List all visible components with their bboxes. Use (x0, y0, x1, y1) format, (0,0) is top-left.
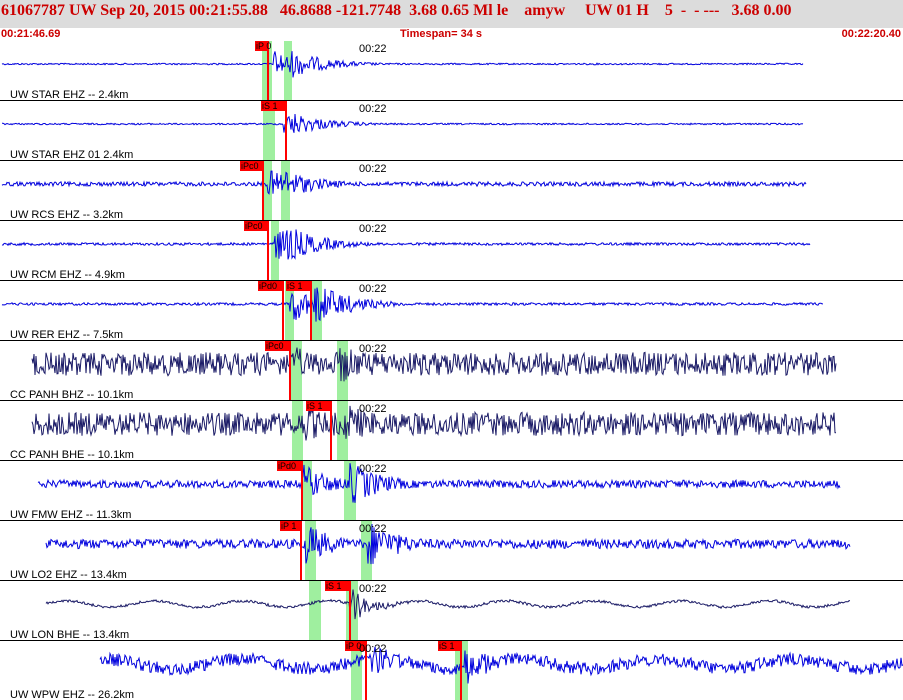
timespan-label: Timespan= 34 s (400, 28, 483, 40)
pick-flag[interactable] (280, 521, 302, 531)
seismogram-track[interactable]: iPc0 00:22 CC PANH BHZ -- 10.1km (0, 341, 903, 401)
pick-flag[interactable] (286, 281, 312, 291)
event-header: 61067787 UW Sep 20, 2015 00:21:55.88 46.… (0, 0, 903, 28)
phase-window (351, 641, 362, 700)
time-mark-label: 00:22 (359, 223, 387, 235)
time-mark-label: 00:22 (359, 643, 387, 655)
pick-label: iS 1 (262, 101, 278, 111)
station-channel-label: CC PANH BHE -- 10.1km (10, 449, 134, 461)
pick-flag[interactable] (255, 41, 269, 51)
pick-flag[interactable] (261, 101, 287, 111)
time-mark-label: 00:22 (359, 283, 387, 295)
waveform-trace (37, 463, 841, 503)
phase-window (344, 461, 356, 521)
pick-label: iS 1 (439, 641, 455, 651)
seismogram-track[interactable]: iPd0 00:22 UW FMW EHZ -- 11.3km (0, 461, 903, 521)
station-channel-label: UW RCS EHZ -- 3.2km (10, 209, 123, 221)
phase-window (291, 341, 302, 401)
waveform-trace (1, 229, 811, 260)
pick-flag[interactable] (240, 161, 264, 171)
waveform-trace (45, 589, 851, 620)
phase-window (361, 521, 372, 581)
time-mark-label: 00:22 (359, 403, 387, 415)
pick-flag[interactable] (244, 221, 269, 231)
pick-flag[interactable] (265, 341, 291, 351)
waveform-trace (1, 51, 804, 78)
station-channel-label: UW LON BHE -- 13.4km (10, 629, 129, 641)
time-mark-label: 00:22 (359, 103, 387, 115)
phase-window (284, 41, 292, 101)
seismogram-track[interactable]: iS 1 00:22 CC PANH BHE -- 10.1km (0, 401, 903, 461)
station-channel-label: UW RER EHZ -- 7.5km (10, 329, 123, 341)
waveform-trace (1, 287, 823, 322)
pick-label: iPc0 (241, 161, 259, 171)
time-mark-label: 00:22 (359, 43, 387, 55)
pick-label: iS 1 (287, 281, 303, 291)
time-mark-label: 00:22 (359, 523, 387, 535)
phase-window (301, 461, 312, 521)
waveform-trace (2, 113, 804, 133)
seismogram-track[interactable]: iP 0 iS 1 00:22 UW WPW EHZ -- 26.2km (0, 641, 903, 700)
waveform-trace (99, 646, 903, 684)
seismogram-track[interactable]: iS 1 00:22 UW LON BHE -- 13.4km (0, 581, 903, 641)
time-mark-label: 00:22 (359, 163, 387, 175)
seismogram-track[interactable]: iS 1 00:22 UW STAR EHZ 01 2.4km (0, 101, 903, 161)
waveform-trace (1, 170, 807, 195)
pick-flag[interactable] (325, 581, 351, 591)
station-channel-label: UW LO2 EHZ -- 13.4km (10, 569, 127, 581)
waveform-trace (45, 523, 851, 565)
start-time-label: 00:21:46.69 (1, 28, 61, 40)
seismogram-track[interactable]: iPc0 00:22 UW RCM EHZ -- 4.9km (0, 221, 903, 281)
seismogram-track[interactable]: iP 0 00:22 UW STAR EHZ -- 2.4km (0, 41, 903, 101)
pick-flag[interactable] (258, 281, 284, 291)
phase-window (281, 161, 290, 221)
pick-label: iPd0 (278, 461, 296, 471)
seismogram-track[interactable]: iPc0 00:22 UW RCS EHZ -- 3.2km (0, 161, 903, 221)
pick-label: iP 1 (281, 521, 296, 531)
seismogram-track[interactable]: iP 1 00:22 UW LO2 EHZ -- 13.4km (0, 521, 903, 581)
phase-window (337, 401, 348, 461)
event-summary-title: 61067787 UW Sep 20, 2015 00:21:55.88 46.… (1, 2, 792, 19)
pick-label: iP 0 (346, 641, 361, 651)
pick-label: iP 0 (256, 41, 271, 51)
phase-window (292, 401, 303, 461)
pick-flag[interactable] (345, 641, 367, 651)
time-range-bar: 00:21:46.69 Timespan= 34 s 00:22:20.40 (0, 28, 903, 41)
station-channel-label: UW STAR EHZ 01 2.4km (10, 149, 133, 161)
seismogram-track[interactable]: iPd0 iS 1 00:22 UW RER EHZ -- 7.5km (0, 281, 903, 341)
phase-window (312, 281, 322, 341)
pick-label: iPc0 (266, 341, 284, 351)
time-mark-label: 00:22 (359, 343, 387, 355)
phase-window (263, 101, 275, 161)
phase-window (309, 581, 321, 641)
station-channel-label: UW FMW EHZ -- 11.3km (10, 509, 131, 521)
pick-flag[interactable] (277, 461, 303, 471)
station-channel-label: CC PANH BHZ -- 10.1km (10, 389, 133, 401)
pick-flag[interactable] (438, 641, 462, 651)
end-time-label: 00:22:20.40 (841, 28, 901, 40)
pick-flag[interactable] (306, 401, 332, 411)
time-mark-label: 00:22 (359, 463, 387, 475)
phase-window (305, 521, 316, 581)
pick-label: iS 1 (307, 401, 323, 411)
waveform-trace (31, 347, 837, 382)
pick-label: iS 1 (326, 581, 342, 591)
pick-label: iPc0 (245, 221, 263, 231)
pick-label: iPd0 (259, 281, 277, 291)
phase-window (271, 221, 279, 281)
waveform-trace (31, 405, 837, 441)
time-mark-label: 00:22 (359, 583, 387, 595)
station-channel-label: UW STAR EHZ -- 2.4km (10, 89, 128, 101)
station-channel-label: UW WPW EHZ -- 26.2km (10, 689, 134, 700)
station-channel-label: UW RCM EHZ -- 4.9km (10, 269, 125, 281)
phase-window (337, 341, 348, 401)
